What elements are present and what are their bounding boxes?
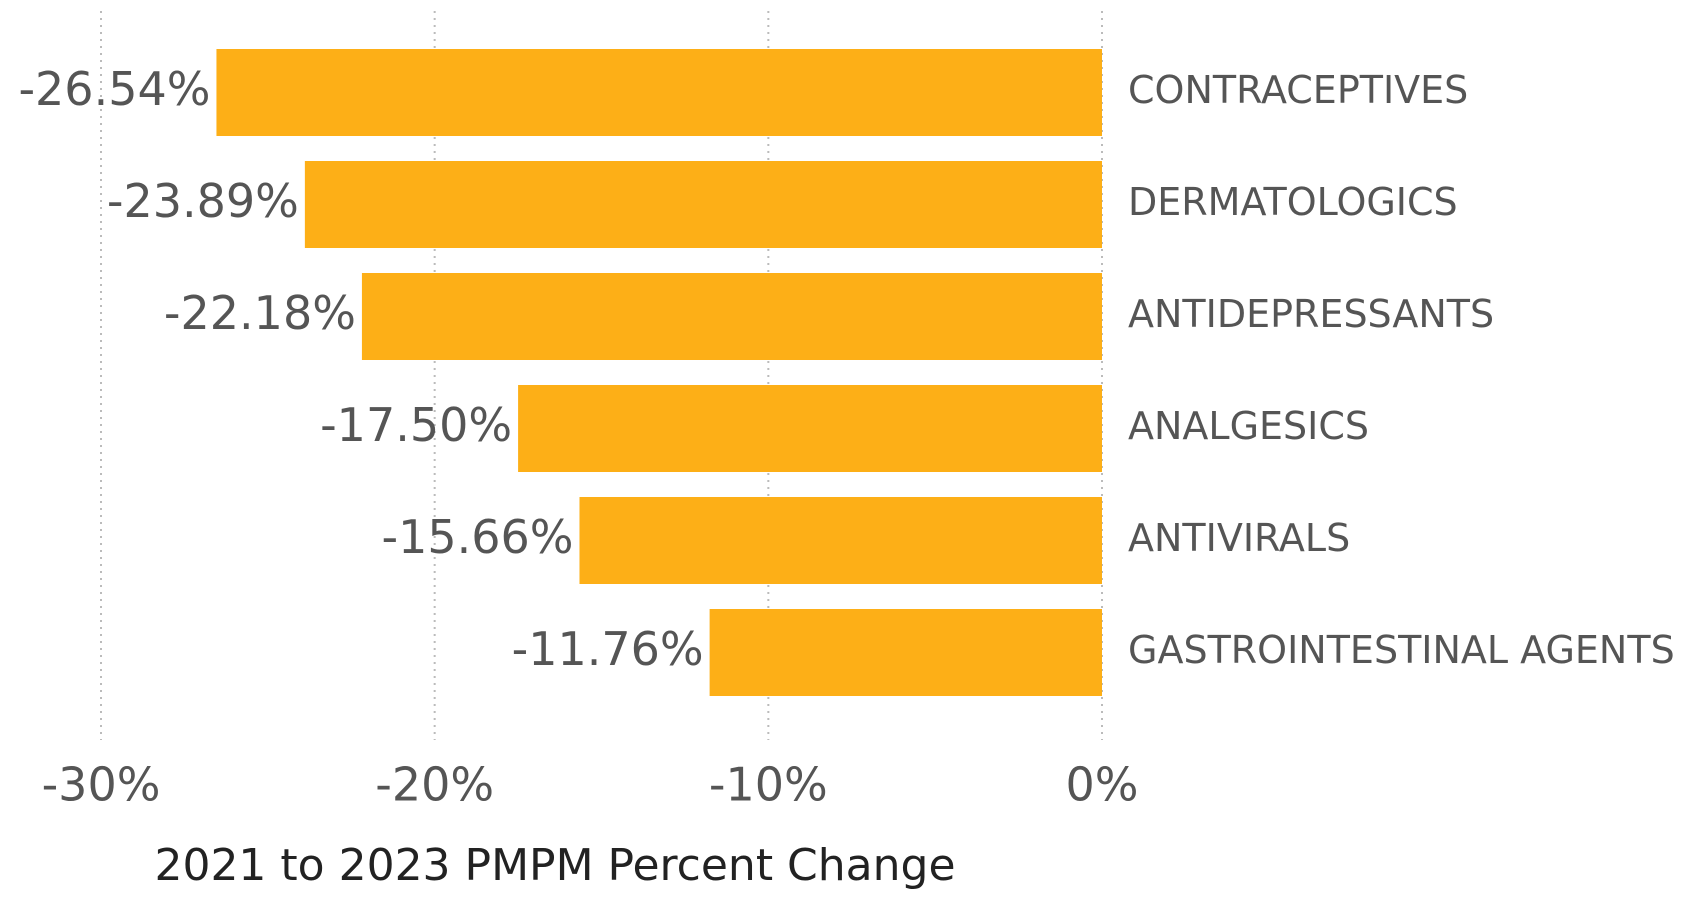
data-label: -17.50% <box>320 398 512 452</box>
data-label: -23.89% <box>107 174 299 228</box>
bar <box>304 161 1102 248</box>
data-label: -26.54% <box>18 62 210 116</box>
bar <box>518 385 1102 472</box>
x-tick-label: -30% <box>42 758 161 812</box>
category-label: ANTIDEPRESSANTS <box>1128 292 1494 336</box>
x-tick-label: -10% <box>709 758 828 812</box>
bar <box>709 609 1102 696</box>
category-label: CONTRACEPTIVES <box>1128 68 1468 112</box>
category-label: ANTIVIRALS <box>1128 516 1350 560</box>
category-label: GASTROINTESTINAL AGENTS <box>1128 628 1675 672</box>
bar <box>216 49 1102 136</box>
data-label: -22.18% <box>164 286 356 340</box>
category-label: DERMATOLOGICS <box>1128 180 1458 224</box>
data-label: -15.66% <box>381 510 573 564</box>
x-tick-label: 0% <box>1066 758 1139 812</box>
bar <box>579 497 1102 584</box>
x-tick-label: -20% <box>375 758 494 812</box>
category-label: ANALGESICS <box>1128 404 1369 448</box>
bar <box>361 273 1102 360</box>
data-label: -11.76% <box>512 622 704 676</box>
x-axis-title: 2021 to 2023 PMPM Percent Change <box>154 840 955 891</box>
